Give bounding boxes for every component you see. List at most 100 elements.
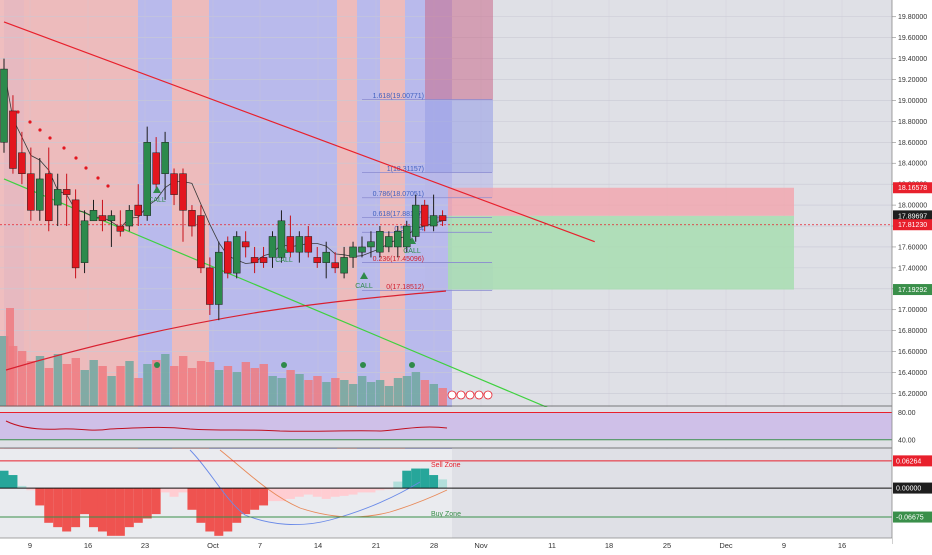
candle-body[interactable] bbox=[45, 173, 53, 222]
macd-histogram-bar bbox=[384, 488, 394, 490]
candle-body[interactable] bbox=[170, 173, 178, 195]
y-tick-label: 17.00000 bbox=[898, 307, 927, 314]
volume-bar bbox=[6, 308, 14, 406]
candle-body[interactable] bbox=[0, 68, 8, 143]
candle-body[interactable] bbox=[188, 210, 196, 227]
fib-level-label: 0.618(17.88127) bbox=[373, 211, 424, 218]
macd-histogram-bar bbox=[393, 481, 403, 489]
candle-body[interactable] bbox=[411, 204, 420, 237]
call-arrow-icon bbox=[280, 246, 288, 253]
macd-histogram-bar bbox=[106, 488, 116, 536]
candle-body[interactable] bbox=[420, 204, 429, 227]
candle-body[interactable] bbox=[313, 257, 321, 263]
event-marker-icon[interactable] bbox=[456, 390, 466, 400]
volume-bar bbox=[259, 364, 268, 406]
candle-body[interactable] bbox=[367, 241, 375, 248]
macd-histogram-bar bbox=[133, 488, 143, 523]
volume-bar bbox=[196, 361, 206, 406]
candle-body[interactable] bbox=[259, 257, 268, 263]
macd-histogram-bar bbox=[420, 468, 430, 489]
candle-body[interactable] bbox=[438, 215, 447, 222]
price-tag bbox=[893, 219, 932, 231]
volume-bar bbox=[187, 368, 197, 406]
volume-bar bbox=[214, 370, 224, 406]
candle-body[interactable] bbox=[179, 173, 187, 211]
candle-body[interactable] bbox=[125, 210, 134, 227]
candle-body[interactable] bbox=[250, 257, 259, 263]
candle-body[interactable] bbox=[89, 210, 98, 222]
candle-body[interactable] bbox=[268, 236, 277, 258]
candle-body[interactable] bbox=[143, 142, 151, 216]
candle-body[interactable] bbox=[277, 220, 286, 258]
candle-body[interactable] bbox=[27, 173, 35, 211]
candle-body[interactable] bbox=[322, 251, 330, 263]
macd-histogram-bar bbox=[223, 488, 233, 532]
candle-body[interactable] bbox=[206, 267, 214, 305]
candle-body[interactable] bbox=[340, 257, 348, 274]
candle-body[interactable] bbox=[304, 236, 313, 253]
candle-body[interactable] bbox=[286, 236, 295, 253]
price-tag-label: 17.89697 bbox=[898, 213, 927, 220]
candle-body[interactable] bbox=[9, 110, 17, 169]
candle-body[interactable] bbox=[394, 231, 402, 248]
trendline[interactable] bbox=[3, 21, 595, 243]
macd-histogram-bar bbox=[97, 488, 107, 532]
macd-histogram-bar bbox=[259, 488, 269, 506]
macd-histogram-bar bbox=[142, 488, 152, 519]
candle-body[interactable] bbox=[98, 215, 107, 222]
candle-body[interactable] bbox=[107, 215, 116, 222]
candle-body[interactable] bbox=[161, 142, 169, 174]
macd-histogram-bar bbox=[303, 488, 313, 495]
y-tick-label: 19.00000 bbox=[898, 98, 927, 105]
price-tag-label: 17.81230 bbox=[898, 222, 927, 229]
macd-histogram-bar bbox=[411, 468, 421, 489]
candle-body[interactable] bbox=[232, 236, 241, 274]
candle-body[interactable] bbox=[331, 262, 339, 269]
volume-bar bbox=[420, 380, 430, 406]
candle-body[interactable] bbox=[295, 236, 304, 253]
candle-body[interactable] bbox=[18, 152, 26, 174]
y-tick-label: 16.40000 bbox=[898, 370, 927, 377]
price-tag-label: 0.00000 bbox=[896, 486, 921, 493]
x-tick-label: 21 bbox=[372, 541, 380, 550]
sar-dot bbox=[84, 166, 88, 170]
candle-body[interactable] bbox=[36, 178, 44, 211]
candle-body[interactable] bbox=[134, 204, 142, 216]
event-marker-icon[interactable] bbox=[447, 390, 457, 400]
y-tick-label: 40.00 bbox=[898, 437, 916, 444]
event-marker-icon[interactable] bbox=[465, 390, 475, 400]
moving-average-slow bbox=[5, 290, 447, 371]
candle-body[interactable] bbox=[358, 246, 366, 253]
x-tick-label: Dec bbox=[719, 541, 733, 550]
macd-histogram-bar bbox=[71, 488, 81, 528]
candle-body[interactable] bbox=[116, 225, 125, 232]
macd-signal-line bbox=[219, 449, 448, 518]
event-marker-icon[interactable] bbox=[474, 390, 484, 400]
candle-body[interactable] bbox=[376, 231, 384, 253]
candle-body[interactable] bbox=[215, 251, 223, 305]
candle-body[interactable] bbox=[349, 246, 357, 258]
candle-body[interactable] bbox=[62, 189, 71, 195]
candle-body[interactable] bbox=[429, 215, 438, 227]
y-tick-label: 19.80000 bbox=[898, 14, 927, 21]
candle-body[interactable] bbox=[71, 199, 80, 269]
candle-body[interactable] bbox=[80, 220, 89, 263]
macd-histogram-bar bbox=[35, 488, 45, 506]
y-tick-label: 18.60000 bbox=[898, 140, 927, 147]
candle-body[interactable] bbox=[385, 236, 393, 248]
fib-zone-ext bbox=[425, 99, 493, 173]
macd-histogram-bar bbox=[169, 488, 179, 497]
candle-body[interactable] bbox=[197, 215, 205, 269]
volume-bar bbox=[62, 364, 72, 406]
candle-body[interactable] bbox=[241, 241, 250, 248]
event-marker-icon[interactable] bbox=[483, 390, 493, 400]
candle-body[interactable] bbox=[152, 152, 160, 185]
macd-histogram-bar bbox=[151, 488, 161, 515]
volume-bar bbox=[429, 384, 438, 406]
volume-bar bbox=[80, 370, 89, 406]
candle-body[interactable] bbox=[224, 241, 232, 274]
candle-body[interactable] bbox=[403, 225, 411, 248]
candle-body[interactable] bbox=[53, 189, 62, 206]
